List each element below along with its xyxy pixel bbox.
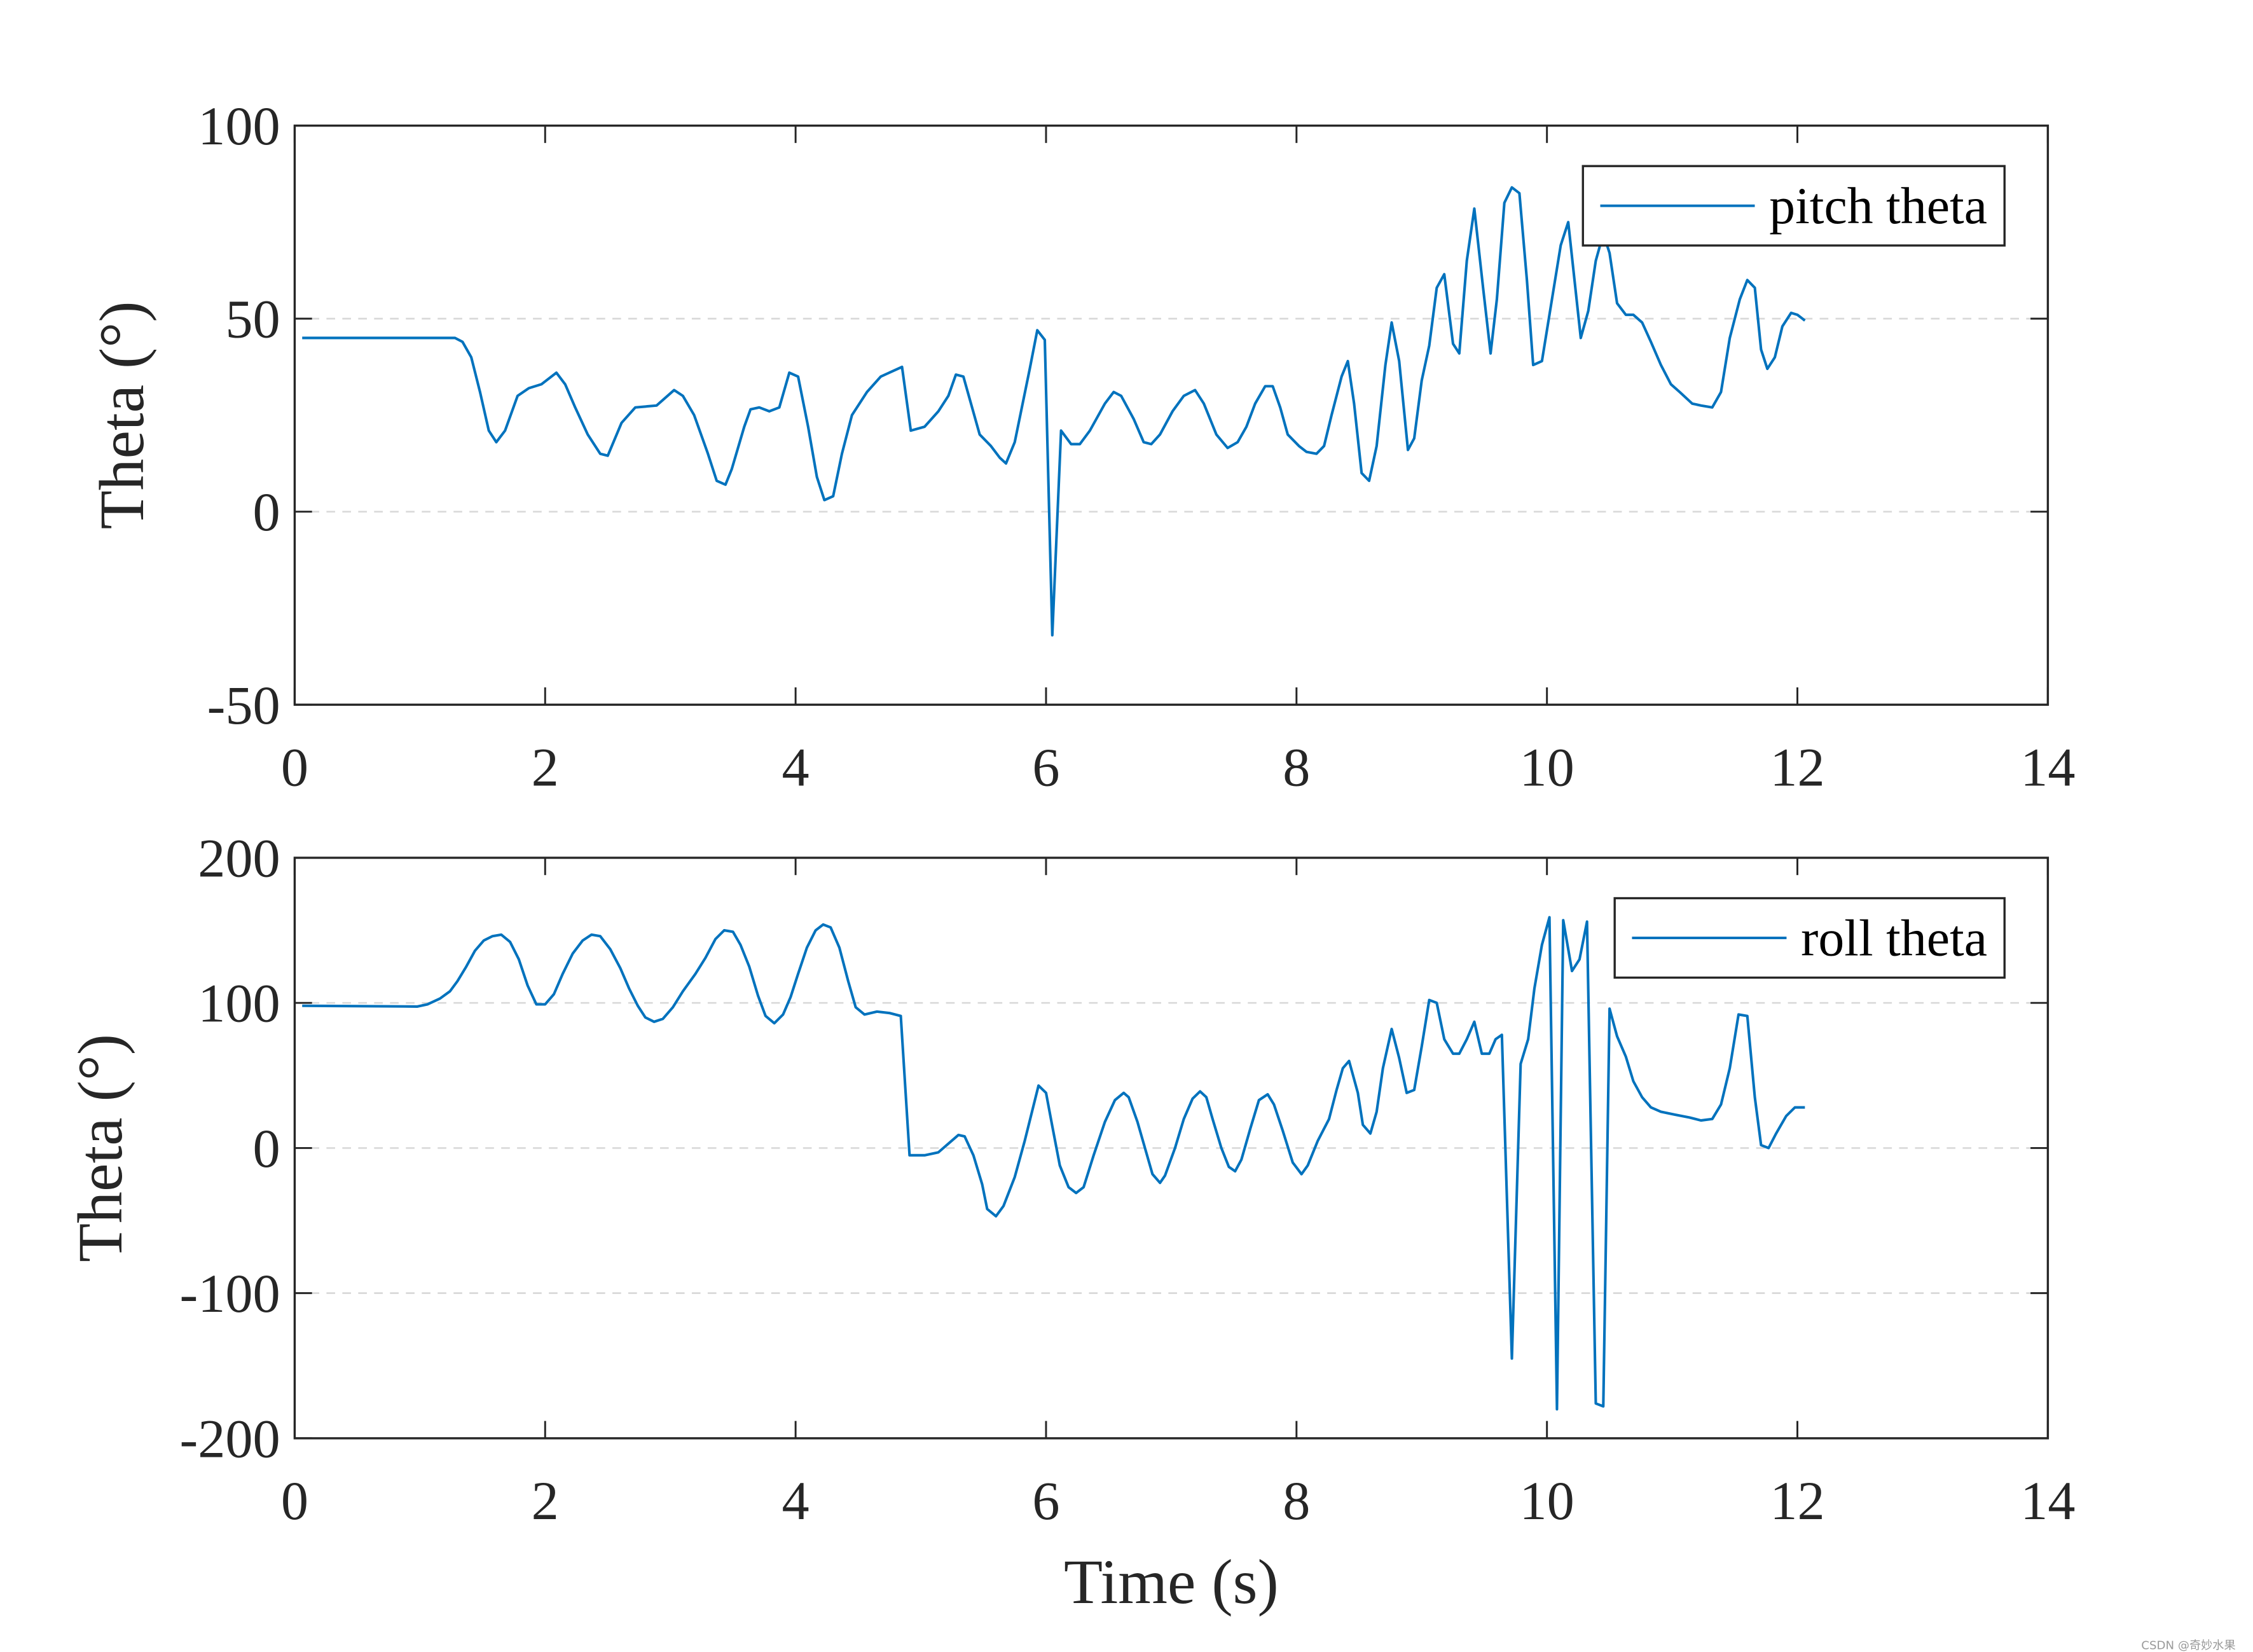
x-tick-label: 12: [1770, 1470, 1824, 1531]
y-axis-label: Theta (°): [65, 1034, 135, 1262]
y-tick-label: -200: [180, 1408, 280, 1469]
y-axis-label: Theta (°): [86, 301, 157, 529]
axes: -200 -100 0 100 200 0 2 4 6 8 10 12 14 Theta (°) Time …: [65, 827, 2076, 1616]
legend-label: roll theta: [1801, 909, 1987, 967]
axes-frame: [293, 124, 2050, 706]
x-tick-label: 12: [1770, 736, 1824, 797]
x-tick-label: 6: [1032, 736, 1059, 797]
y-tick-label: 0: [253, 1118, 280, 1179]
x-tick-label: 0: [281, 736, 308, 797]
x-tick-label: 10: [1520, 736, 1574, 797]
legend: pitch theta: [1581, 165, 2006, 247]
x-tick-label: 6: [1032, 1470, 1059, 1531]
legend: roll theta: [1613, 897, 2006, 979]
data-line: [302, 916, 1805, 1411]
x-tick-label: 4: [782, 1470, 810, 1531]
x-axis-label: Time (s): [1064, 1546, 1279, 1617]
y-tick-label: 0: [253, 481, 280, 542]
axes-frame: [293, 857, 2050, 1440]
x-tick-label: 4: [782, 736, 810, 797]
x-tick-label: 14: [2020, 736, 2075, 797]
x-tick-label: 8: [1283, 736, 1310, 797]
x-tick-label: 8: [1283, 1470, 1310, 1531]
y-tick-label: 100: [198, 973, 280, 1034]
x-tick-label: 2: [532, 1470, 559, 1531]
y-tick-label: 50: [225, 289, 280, 350]
x-tick-label: 2: [532, 736, 559, 797]
y-tick-label: -100: [180, 1263, 280, 1324]
x-tick-label: 0: [281, 1470, 308, 1531]
watermark: CSDN @奇妙水果: [2141, 1639, 2235, 1652]
x-tick-label: 10: [1520, 1470, 1574, 1531]
y-tick-label: 100: [198, 95, 280, 156]
y-tick-label: -50: [207, 675, 280, 736]
y-tick-label: 200: [198, 827, 280, 888]
legend-label: pitch theta: [1769, 177, 1987, 235]
x-tick-label: 14: [2020, 1470, 2075, 1531]
